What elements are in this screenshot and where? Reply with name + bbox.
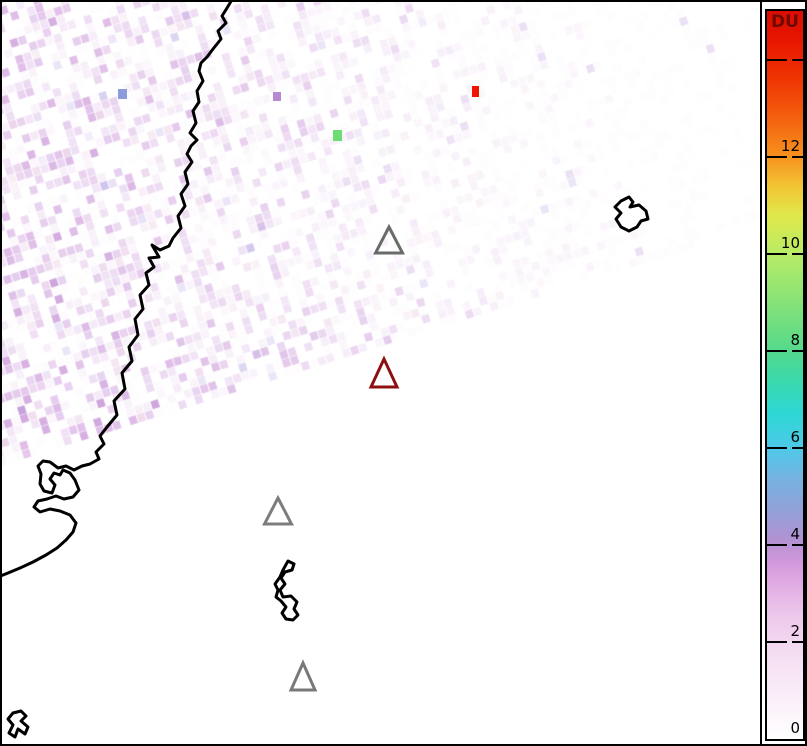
colorbar-tick-label: 2 [790,621,800,640]
map-overlay-svg [2,2,650,739]
volcano-triangle-icon [262,494,294,526]
colorbar-tick-label: 8 [790,330,800,349]
island-chain-outline [273,559,300,622]
small-islet-outline [6,709,30,739]
colorbar-tick-label: 10 [780,233,800,252]
colorbar-gradient [767,11,803,739]
colorbar-unit-label: DU [771,12,799,32]
mainland-coastline [2,2,233,578]
volcano-triangle-highlighted-icon [368,355,400,389]
colorbar-tick-label: 4 [790,524,800,543]
anomaly-pixel [118,89,127,99]
volcano-triangle-icon [373,223,405,255]
map-panel [2,2,762,744]
colorbar-tick-line [767,349,803,352]
inland-lake-outline [613,195,650,233]
colorbar-tick-label: 6 [790,427,800,446]
noise-field-canvas [2,2,758,744]
colorbar-tick-line [767,446,803,449]
anomaly-pixel [333,130,342,141]
colorbar-tick-label: 12 [780,136,800,155]
colorbar-tick-line [767,640,803,643]
colorbar-tick-label: 0 [790,719,800,737]
anomaly-pixel [273,92,281,101]
colorbar-tick-line [767,543,803,546]
anomaly-pixel [472,86,479,97]
colorbar-tick-line [767,252,803,255]
volcano-triangle-icon [288,659,318,692]
colorbar-tick-line [767,155,803,158]
colorbar: DU 12 10 8 6 4 2 0 [765,9,805,741]
colorbar-tick-line [767,58,803,61]
